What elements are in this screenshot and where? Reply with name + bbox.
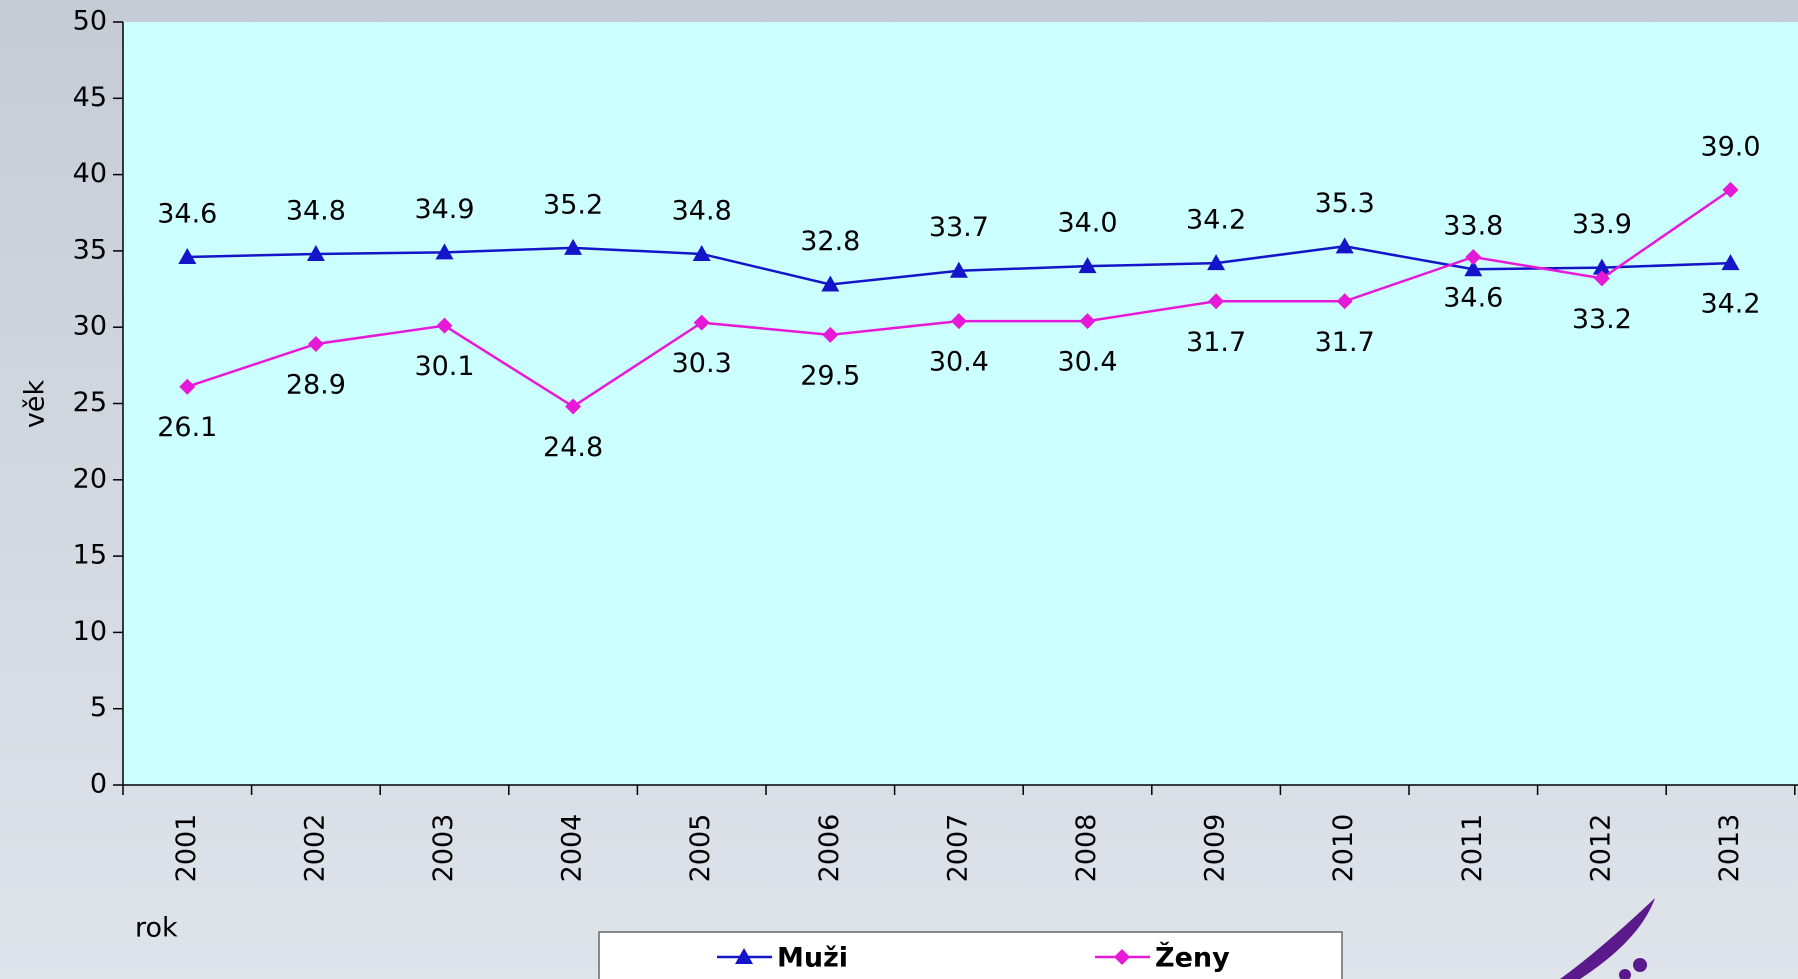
data-point [565,398,582,415]
data-point [1207,254,1226,271]
data-point [306,244,325,261]
data-point [1336,293,1353,310]
data-label: 33.7 [929,212,989,243]
data-label: 34.9 [414,194,474,225]
data-point [564,238,583,255]
x-tick-label: 2004 [557,814,588,883]
x-tick-label: 2003 [428,814,459,883]
data-label: 31.7 [1186,327,1246,358]
data-point [1465,249,1482,266]
data-label: 33.8 [1443,211,1503,242]
data-label: 31.7 [1315,327,1375,358]
data-label: 28.9 [286,369,346,400]
x-tick-label: 2006 [814,814,845,883]
plot-area [123,22,1798,785]
data-point [1592,258,1611,275]
x-tick-label: 2013 [1714,814,1745,883]
data-label: 34.6 [1443,283,1503,314]
x-tick-label: 2007 [942,814,973,883]
data-label: 34.8 [286,195,346,226]
data-point [821,275,840,292]
data-point [1721,254,1740,271]
x-axis-label: rok [135,913,178,944]
data-label: 39.0 [1700,131,1760,162]
data-point [178,248,197,265]
x-tick-label: 2010 [1328,814,1359,883]
logo [1619,969,1631,979]
legend-box [598,931,1343,979]
data-label: 32.8 [800,226,860,257]
legend-label: Ženy [1155,942,1230,974]
y-tick-label: 40 [73,158,107,189]
y-tick-label: 25 [73,387,107,418]
data-label: 34.8 [672,195,732,226]
data-label: 33.9 [1572,209,1632,240]
data-label: 33.2 [1572,304,1632,335]
legend-marker [735,948,753,964]
y-tick-label: 0 [90,769,107,800]
data-point [949,261,968,278]
data-point [693,314,710,331]
y-tick-label: 50 [73,6,107,37]
data-point [1464,260,1483,277]
data-point [692,244,711,261]
data-label: 34.2 [1186,205,1246,236]
data-point [1335,237,1354,254]
data-point [950,313,967,330]
legend-marker [1114,949,1130,965]
data-point [1593,270,1610,287]
data-label: 34.0 [1057,208,1117,239]
data-point [1079,313,1096,330]
data-label: 24.8 [543,432,603,463]
y-tick-label: 30 [73,311,107,342]
data-label: 30.1 [414,351,474,382]
data-label: 29.5 [800,360,860,391]
y-tick-label: 15 [73,540,107,571]
legend-label: Muži [777,943,848,974]
data-label: 35.3 [1315,188,1375,219]
x-tick-label: 2011 [1457,814,1488,883]
x-tick-label: 2009 [1200,814,1231,883]
x-tick-label: 2002 [299,814,330,883]
y-tick-label: 10 [73,616,107,647]
x-tick-label: 2008 [1071,814,1102,883]
data-point [435,243,454,260]
data-point [822,326,839,343]
data-point [1078,257,1097,274]
data-point [179,378,196,395]
data-label: 26.1 [157,412,217,443]
data-label: 30.4 [929,347,989,378]
x-tick-label: 2005 [685,814,716,883]
y-tick-label: 45 [73,82,107,113]
data-point [1722,181,1739,198]
x-tick-label: 2012 [1585,814,1616,883]
data-point [307,335,324,352]
y-tick-label: 5 [90,692,107,723]
data-label: 30.4 [1057,347,1117,378]
y-tick-label: 20 [73,463,107,494]
x-tick-label: 2001 [171,814,202,883]
data-label: 35.2 [543,189,603,220]
data-label: 34.6 [157,199,217,230]
data-point [436,317,453,334]
data-label: 34.2 [1700,289,1760,320]
data-label: 30.3 [672,348,732,379]
y-tick-label: 35 [73,234,107,265]
data-point [1208,293,1225,310]
y-axis-label: věk [20,380,51,429]
logo [1633,958,1647,972]
